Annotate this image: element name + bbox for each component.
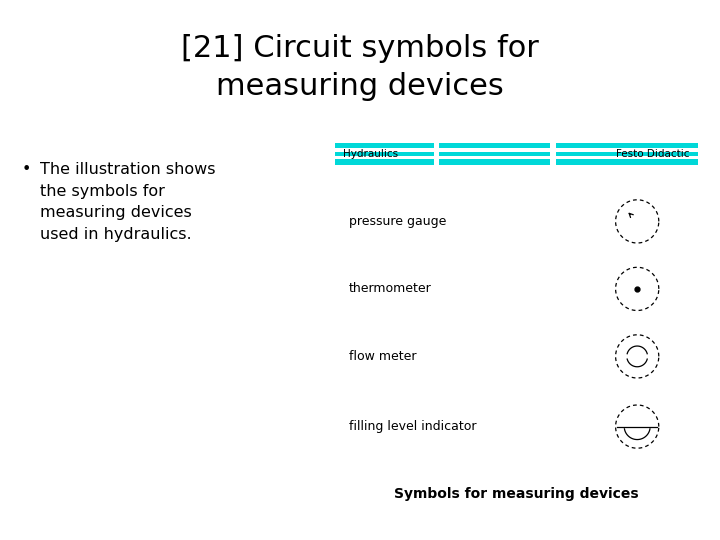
Text: filling level indicator: filling level indicator: [349, 420, 477, 433]
Text: flow meter: flow meter: [349, 350, 417, 363]
Bar: [433, 143, 439, 165]
Bar: [335, 156, 698, 159]
Text: Symbols for measuring devices: Symbols for measuring devices: [395, 487, 639, 501]
Text: •: •: [22, 162, 31, 177]
Text: The illustration shows
the symbols for
measuring devices
used in hydraulics.: The illustration shows the symbols for m…: [40, 162, 215, 242]
Text: Hydraulics: Hydraulics: [343, 149, 399, 159]
Bar: [550, 143, 556, 165]
Text: thermometer: thermometer: [349, 282, 432, 295]
Bar: [335, 143, 698, 165]
Text: [21] Circuit symbols for
measuring devices: [21] Circuit symbols for measuring devic…: [181, 35, 539, 100]
Bar: [335, 148, 698, 152]
Text: Festo Didactic: Festo Didactic: [616, 149, 690, 159]
Text: pressure gauge: pressure gauge: [349, 215, 446, 228]
